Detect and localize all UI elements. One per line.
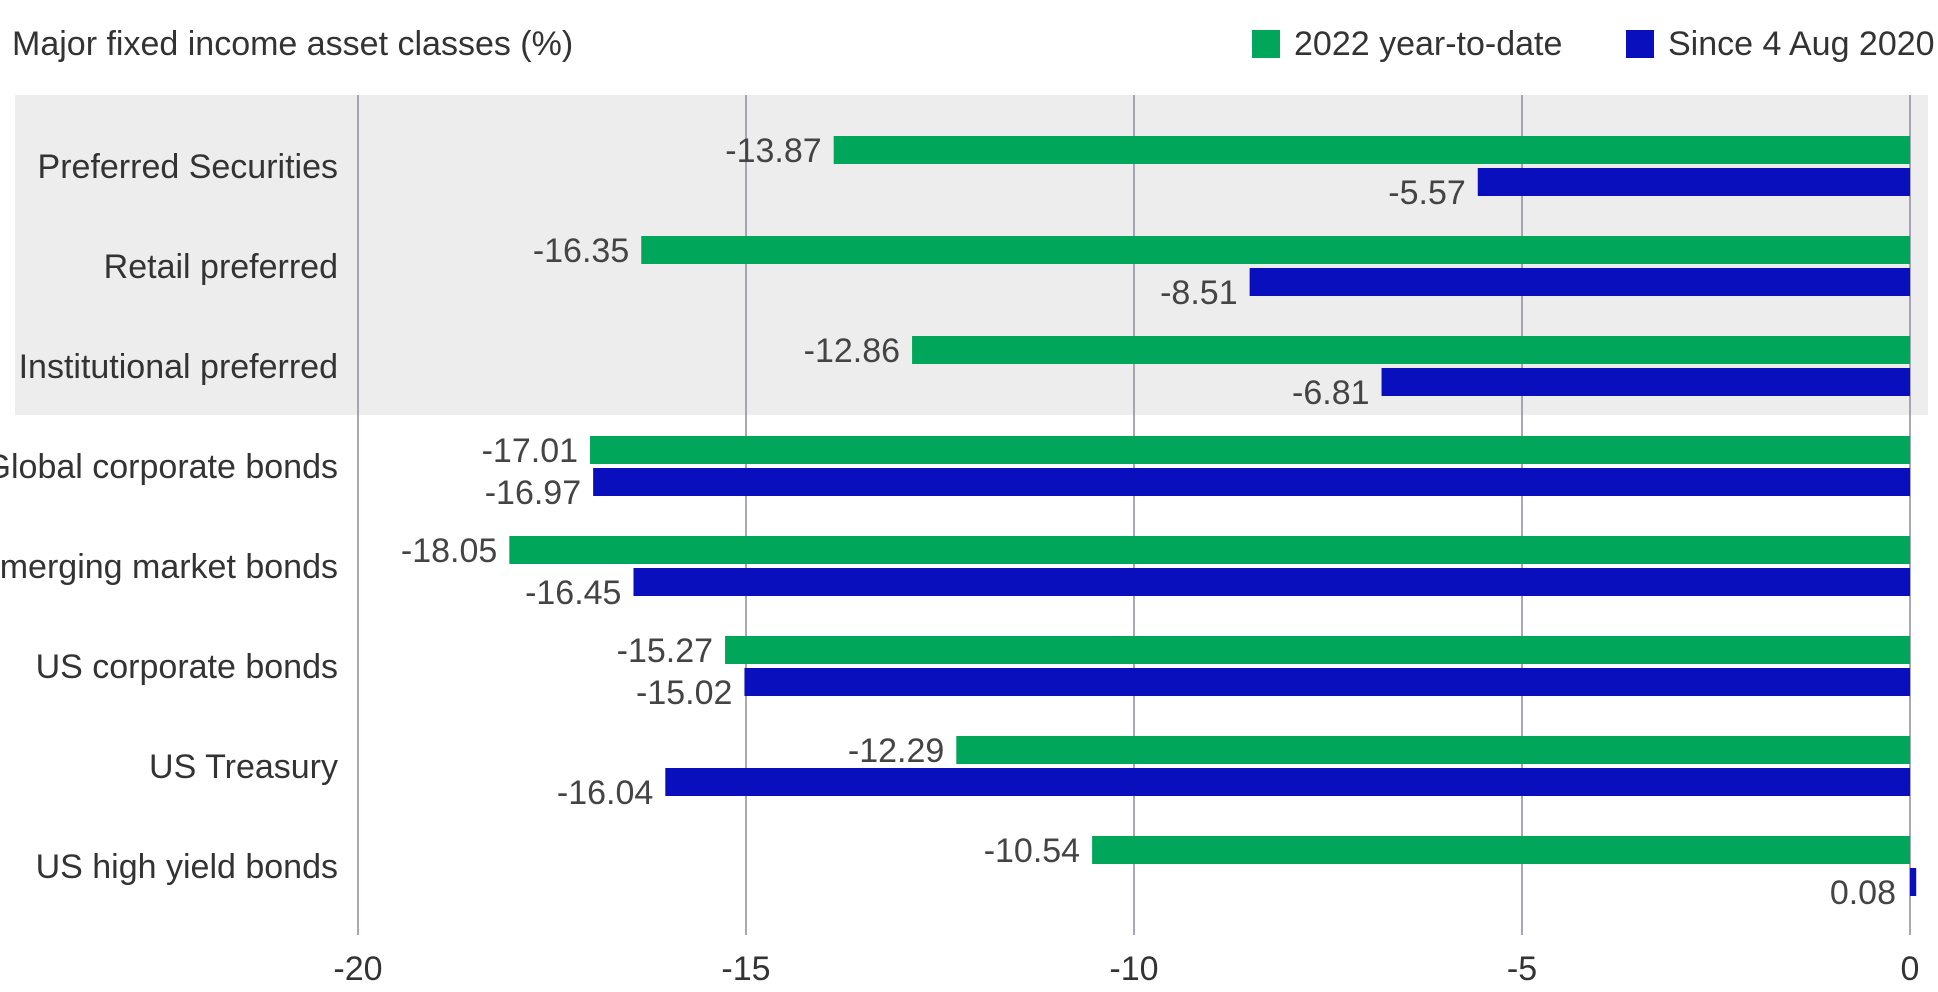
bar-2022-year-to-date-emerging-market-bonds: [509, 536, 1910, 564]
category-label-preferred-securities: Preferred Securities: [38, 148, 338, 186]
category-label-us-corporate-bonds: US corporate bonds: [36, 648, 338, 686]
bar-2022-year-to-date-us-high-yield-bonds: [1092, 836, 1910, 864]
value-label-2022-year-to-date-global-corporate-bonds: -17.01: [482, 432, 578, 470]
category-labels: Preferred Securities Retail preferred Inst…: [0, 148, 338, 886]
value-label-since-4-aug-2020-us-corporate-bonds: -15.02: [636, 674, 732, 712]
bar-since-4-aug-2020-emerging-market-bonds: [633, 568, 1910, 596]
legend-swatch-since-2020: [1626, 30, 1654, 58]
category-label-retail-preferred: Retail preferred: [104, 248, 338, 286]
bar-since-4-aug-2020-preferred-securities: [1477, 168, 1910, 196]
bar-since-4-aug-2020-retail-preferred: [1249, 268, 1910, 296]
bar-2022-year-to-date-us-corporate-bonds: [725, 636, 1910, 664]
x-tick-label-10: -10: [1109, 950, 1158, 988]
value-label-since-4-aug-2020-us-high-yield-bonds: 0.08: [1830, 874, 1896, 912]
value-label-2022-year-to-date-institutional-preferred: -12.86: [804, 332, 900, 370]
x-tick-label-0: 0: [1901, 950, 1920, 988]
legend-label-since-2020: Since 4 Aug 2020: [1668, 25, 1935, 63]
value-label-since-4-aug-2020-retail-preferred: -8.51: [1160, 274, 1238, 312]
x-tick-label-20: -20: [333, 950, 382, 988]
x-tick-label-15: -15: [721, 950, 770, 988]
bar-2022-year-to-date-us-treasury: [956, 736, 1910, 764]
value-label-2022-year-to-date-us-high-yield-bonds: -10.54: [984, 832, 1080, 870]
bar-since-4-aug-2020-us-corporate-bonds: [744, 668, 1910, 696]
x-axis-ticks: -20 -15 -10 -5 0: [333, 950, 1919, 988]
value-label-since-4-aug-2020-global-corporate-bonds: -16.97: [485, 474, 581, 512]
bar-2022-year-to-date-preferred-securities: [833, 136, 1910, 164]
bars: [509, 136, 1917, 896]
bar-since-4-aug-2020-us-high-yield-bonds: [1910, 868, 1917, 896]
value-label-since-4-aug-2020-institutional-preferred: -6.81: [1292, 374, 1370, 412]
bar-2022-year-to-date-institutional-preferred: [912, 336, 1910, 364]
category-label-global-corporate-bonds: Global corporate bonds: [0, 448, 338, 486]
value-label-since-4-aug-2020-emerging-market-bonds: -16.45: [525, 574, 621, 612]
value-label-since-4-aug-2020-preferred-securities: -5.57: [1388, 174, 1466, 212]
chart-title: Major fixed income asset classes (%): [12, 25, 573, 63]
x-tick-label-5: -5: [1507, 950, 1537, 988]
value-label-2022-year-to-date-us-corporate-bonds: -15.27: [617, 632, 713, 670]
legend-swatch-ytd: [1252, 30, 1280, 58]
category-label-us-high-yield-bonds: US high yield bonds: [36, 848, 338, 886]
bar-2022-year-to-date-retail-preferred: [641, 236, 1910, 264]
bar-since-4-aug-2020-global-corporate-bonds: [593, 468, 1911, 496]
category-label-us-treasury: US Treasury: [149, 748, 338, 786]
legend: 2022 year-to-date Since 4 Aug 2020: [1252, 25, 1935, 63]
value-label-2022-year-to-date-retail-preferred: -16.35: [533, 232, 629, 270]
value-label-2022-year-to-date-preferred-securities: -13.87: [725, 132, 821, 170]
value-label-since-4-aug-2020-us-treasury: -16.04: [557, 774, 653, 812]
value-labels: -13.87 -5.57 -16.35 -8.51 -12.86 -6.81 -17.01 -…: [401, 132, 1896, 912]
legend-label-ytd: 2022 year-to-date: [1294, 25, 1562, 63]
value-label-2022-year-to-date-us-treasury: -12.29: [848, 732, 944, 770]
bar-since-4-aug-2020-us-treasury: [665, 768, 1910, 796]
value-label-2022-year-to-date-emerging-market-bonds: -18.05: [401, 532, 497, 570]
category-label-emerging-market-bonds: Emerging market bonds: [0, 548, 338, 586]
bar-since-4-aug-2020-institutional-preferred: [1381, 368, 1910, 396]
category-label-institutional-preferred: Institutional preferred: [19, 348, 338, 386]
bar-2022-year-to-date-global-corporate-bonds: [590, 436, 1911, 464]
